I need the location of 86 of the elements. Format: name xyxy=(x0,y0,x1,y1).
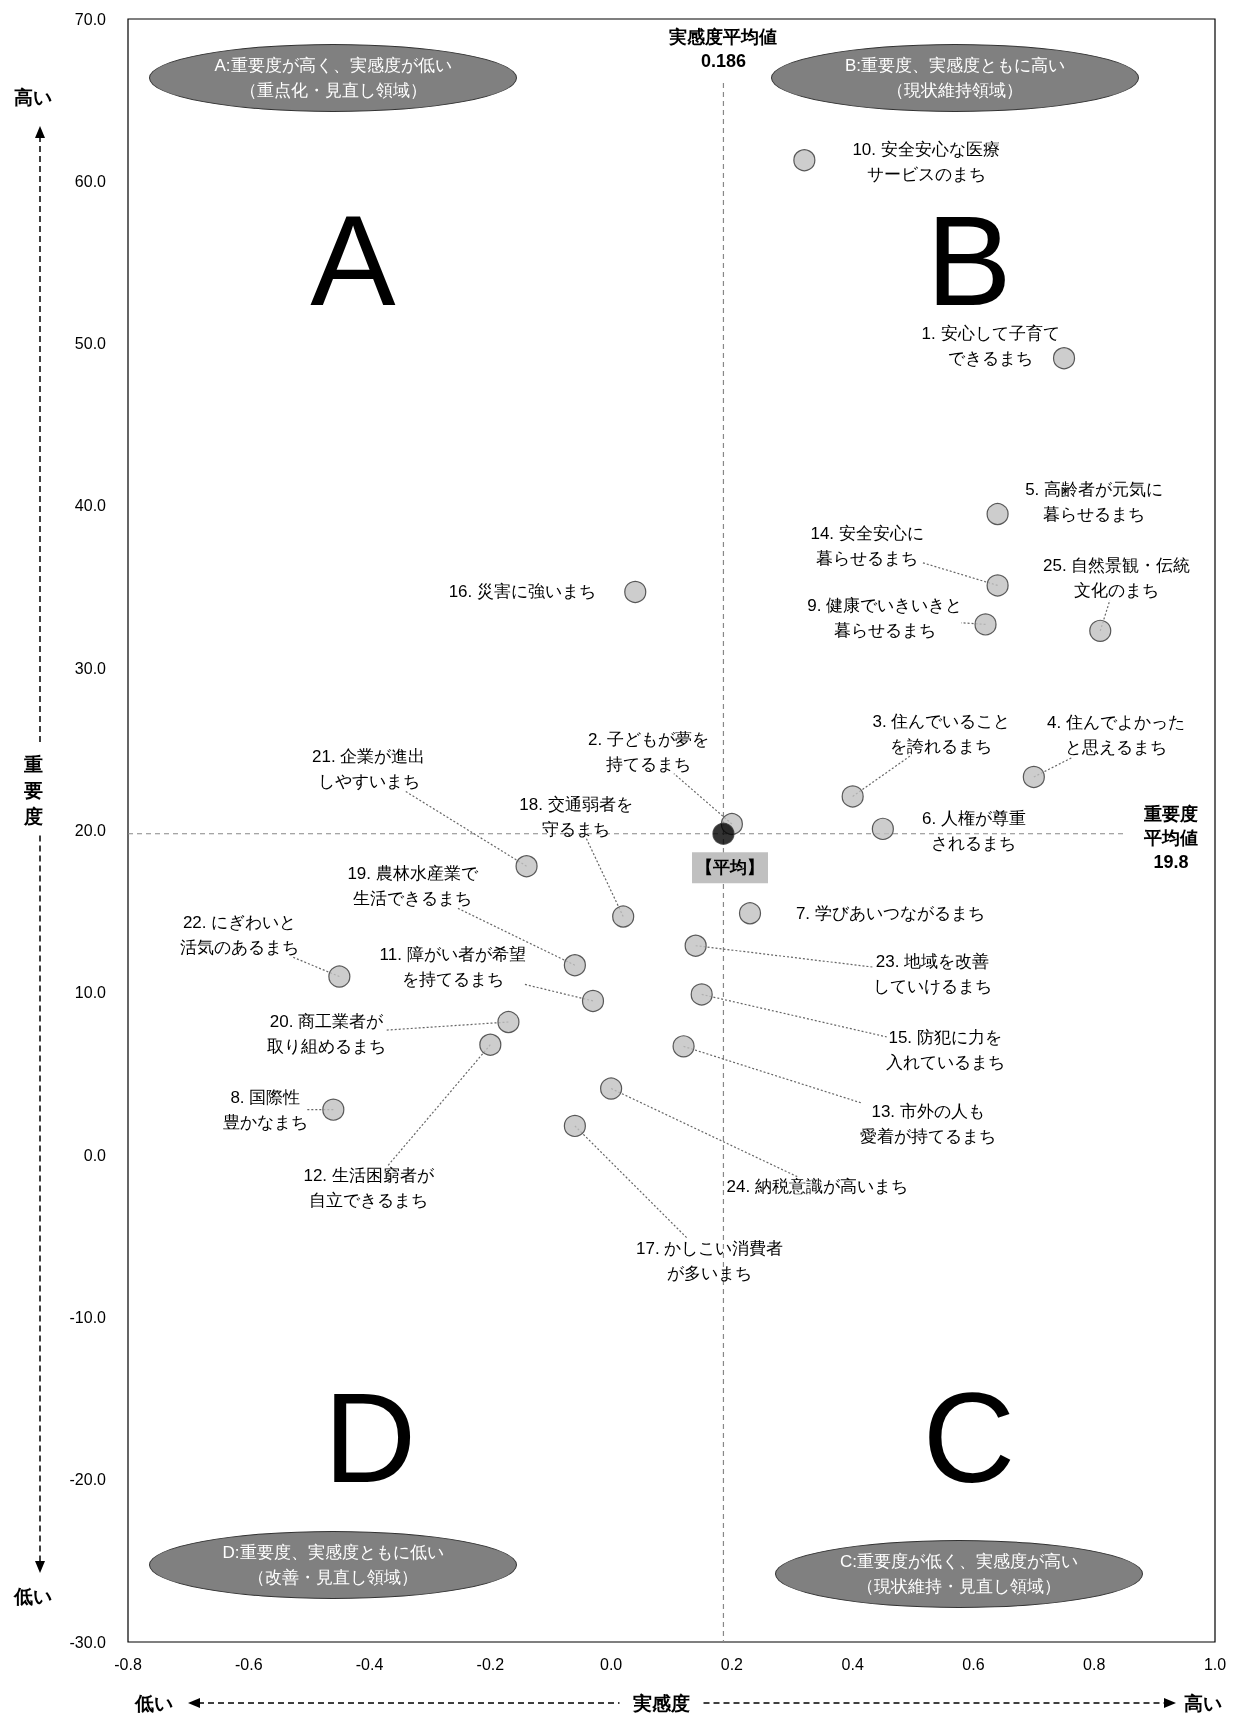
annotation: A xyxy=(310,188,397,332)
point xyxy=(322,1098,345,1121)
annotation: 20. 商工業者が取り組めるまち xyxy=(266,1012,386,1057)
x-tick-label: 0.4 xyxy=(841,1655,864,1673)
annotation: B:重要度、実感度ともに高い（現状維持領域） xyxy=(843,55,1067,102)
x-tick-label: -0.8 xyxy=(114,1655,142,1673)
annotation: 5. 高齢者が元気に暮らせるまち xyxy=(1025,479,1164,524)
annotation: 17. かしこい消費者が多いまち xyxy=(636,1238,784,1283)
point xyxy=(479,1033,502,1056)
annotation: C:重要度が低く、実感度が高い（現状維持・見直し領域） xyxy=(839,1551,1079,1598)
text: 高い xyxy=(1184,1692,1222,1714)
annotation: A:重要度が高く、実感度が低い（重点化・見直し領域） xyxy=(213,55,453,102)
x-tick-label: -0.2 xyxy=(476,1655,505,1673)
y-tick-label: -30.0 xyxy=(69,1633,107,1651)
x-tick-label: -0.6 xyxy=(234,1655,263,1673)
annotation: 8. 国際性豊かなまち xyxy=(222,1087,308,1132)
annotation: 15. 防犯に力を入れているまち xyxy=(885,1028,1005,1073)
point xyxy=(497,1010,520,1034)
text: 低い xyxy=(134,1692,173,1714)
point xyxy=(1022,765,1045,789)
point xyxy=(738,902,762,925)
point xyxy=(841,785,864,808)
annotation: 3. 住んでいることを誇れるまち xyxy=(872,711,1011,756)
y-tick-label: 10.0 xyxy=(74,984,107,1002)
point xyxy=(581,989,605,1013)
annotation: 18. 交通弱者を守るまち xyxy=(519,794,633,839)
annotation: 22. にぎわいと活気のあるまち xyxy=(180,912,300,957)
x-tick-label: 0.2 xyxy=(720,1655,744,1673)
annotation: 16. 災害に強いまち xyxy=(448,582,596,602)
point xyxy=(1052,347,1076,370)
annotation: 9. 健康でいきいきと暮らせるまち xyxy=(807,595,963,640)
x-tick-label: 0.8 xyxy=(1083,1655,1106,1673)
annotation: 11. 障がい者が希望を持てるまち xyxy=(379,944,526,989)
y-tick-label: -10.0 xyxy=(69,1308,107,1326)
annotation: 2. 子どもが夢を持てるまち xyxy=(588,729,709,774)
annotation: 24. 納税意識が高いまち xyxy=(726,1176,908,1196)
y-tick-label: 30.0 xyxy=(74,659,107,677)
annotation: 12. 生活困窮者が自立できるまち xyxy=(303,1166,435,1211)
point xyxy=(515,855,538,878)
point xyxy=(690,983,713,1006)
y-tick-label: 20.0 xyxy=(74,822,107,839)
annotation: 6. 人権が尊重されるまち xyxy=(921,809,1026,854)
annotation: 7. 学びあいつながるまち xyxy=(795,903,985,923)
annotation: 23. 地域を改善していけるまち xyxy=(873,952,993,997)
y-tick-label: 40.0 xyxy=(74,497,107,515)
point xyxy=(563,1114,586,1137)
text: 低い xyxy=(13,1585,52,1607)
point xyxy=(986,574,1009,597)
point xyxy=(986,502,1009,526)
text: 高い xyxy=(14,86,52,108)
annotation: 13. 市外の人も愛着が持てるまち xyxy=(860,1102,997,1147)
point xyxy=(328,965,351,988)
x-tick-label: 1.0 xyxy=(1203,1655,1227,1673)
point xyxy=(684,934,707,957)
x-tick-label: 0.6 xyxy=(962,1655,985,1673)
x-axis-title: 実感度 xyxy=(632,1692,690,1714)
x-tick-label: -0.4 xyxy=(355,1655,384,1673)
annotation: 25. 自然景観・伝統文化のまち xyxy=(1043,556,1191,601)
point xyxy=(1089,619,1112,642)
point xyxy=(600,1077,623,1100)
annotation: 14. 安全安心に暮らせるまち xyxy=(810,523,924,568)
annotation: 4. 住んでよかったと思えるまち xyxy=(1047,713,1186,758)
ref-line-label: 実感度平均値0.186 xyxy=(668,27,778,71)
annotation: 【平均】 xyxy=(696,858,765,878)
point xyxy=(563,954,586,977)
point xyxy=(793,149,816,172)
point xyxy=(712,822,735,845)
y-axis-title: 重要度 xyxy=(22,754,43,827)
y-tick-label: -20.0 xyxy=(69,1471,107,1489)
point xyxy=(672,1035,695,1058)
y-tick-label: 70.0 xyxy=(74,10,107,28)
annotation: 10. 安全安心な医療サービスのまち xyxy=(852,140,1000,185)
y-tick-label: 50.0 xyxy=(74,335,107,353)
ref-line-label: 重要度平均値19.8 xyxy=(1143,803,1198,872)
point xyxy=(612,905,635,928)
annotation: D:重要度、実感度ともに低い（改善・見直し領域） xyxy=(221,1542,445,1589)
annotation: D xyxy=(323,1365,417,1509)
y-tick-label: 0.0 xyxy=(83,1146,107,1164)
point xyxy=(624,580,647,604)
point xyxy=(974,613,997,636)
point xyxy=(871,817,894,840)
x-tick-label: 0.0 xyxy=(599,1655,623,1673)
annotation: 21. 企業が進出しやすいまち xyxy=(311,746,426,791)
y-tick-label: 60.0 xyxy=(74,172,107,190)
annotation: 19. 農林水産業で生活できるまち xyxy=(347,864,479,909)
annotation: C xyxy=(922,1365,1016,1509)
